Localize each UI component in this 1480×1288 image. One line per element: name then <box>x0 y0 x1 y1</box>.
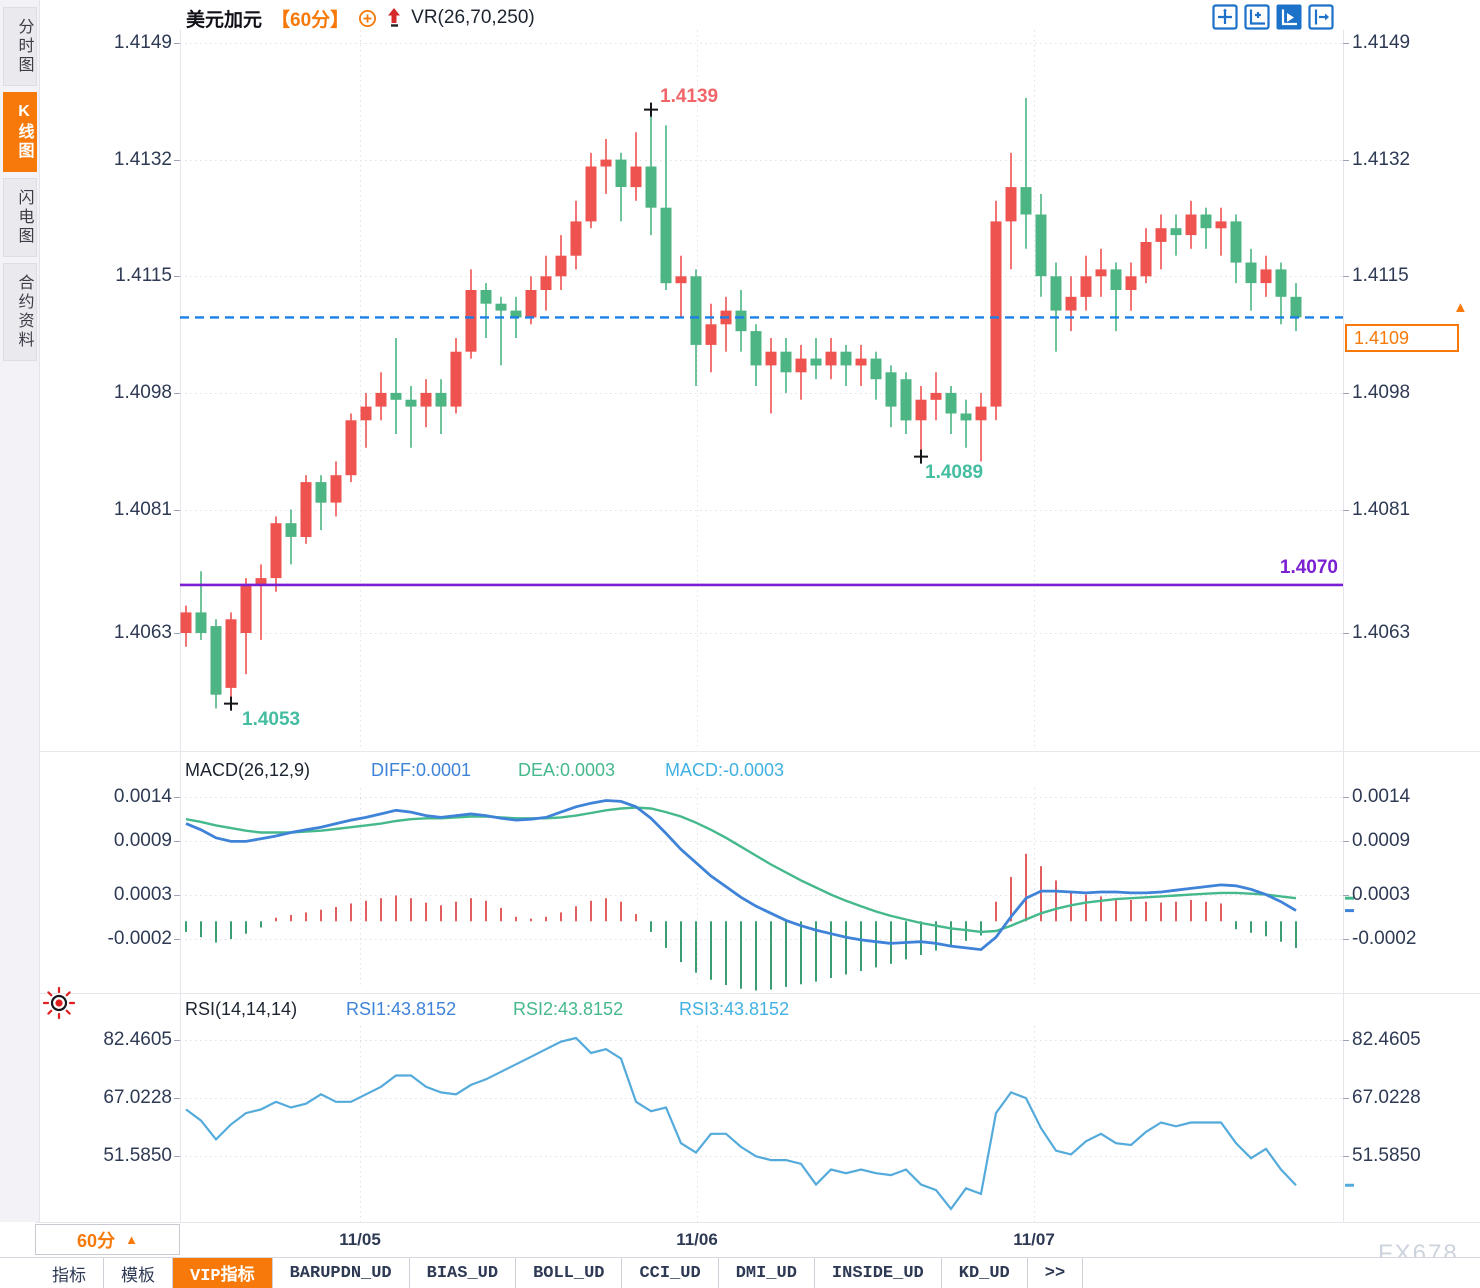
y-axis-label: 67.0228 <box>1352 1086 1421 1108</box>
y-axis-label: 51.5850 <box>103 1144 172 1166</box>
panel-separator <box>35 993 1480 994</box>
high-price-annotation: 1.4139 <box>660 86 719 107</box>
symbol-title: 美元加元 <box>186 9 263 31</box>
price-marker-cross <box>644 102 658 117</box>
rsi1-value: RSI1:43.8152 <box>346 999 457 1019</box>
sidebar-item-闪电图[interactable]: 闪电图 <box>2 178 37 257</box>
timeframe-selector[interactable]: 60分 ▲ <box>35 1224 180 1255</box>
sidebar-item-K线图[interactable]: K线图 <box>2 92 37 172</box>
macd-histogram <box>185 853 1297 991</box>
timeframe-badge: 【60分】 <box>271 9 350 31</box>
price-marker-cross <box>224 696 238 711</box>
tab->>[interactable]: >> <box>1028 1258 1084 1288</box>
rsi2-value: RSI2:43.8152 <box>513 999 624 1019</box>
y-axis-label: 51.5850 <box>1352 1144 1421 1166</box>
y-axis-label: -0.0002 <box>1352 927 1417 949</box>
macd-dea-value: DEA:0.0003 <box>518 760 616 780</box>
panel-separator <box>35 751 1480 752</box>
rsi-line <box>185 1036 1297 1211</box>
y-axis-label: 1.4098 <box>1352 381 1411 403</box>
tab-BOLL_UD[interactable]: BOLL_UD <box>516 1258 623 1288</box>
y-axis-label: 0.0014 <box>113 785 172 807</box>
y-axis-label: 1.4081 <box>113 498 172 520</box>
dropdown-arrow-icon: ▲ <box>125 1232 138 1247</box>
circle-plus-icon[interactable] <box>358 9 377 28</box>
x-axis-date: 11/06 <box>676 1230 718 1249</box>
tab-CCI_UD[interactable]: CCI_UD <box>622 1258 719 1288</box>
panel-separator <box>35 1222 1480 1223</box>
tab-指标[interactable]: 指标 <box>35 1258 104 1288</box>
tab-INSIDE_UD[interactable]: INSIDE_UD <box>815 1258 942 1288</box>
y-axis-label: 1.4132 <box>1352 148 1411 170</box>
y-axis-label: 0.0003 <box>1352 883 1411 905</box>
chart-header: 美元加元 【60分】 VR(26,70,250) <box>186 5 535 31</box>
macd-title: MACD(26,12,9) <box>185 760 311 780</box>
axis-play-icon[interactable] <box>1276 4 1302 30</box>
y-axis-label: 1.4063 <box>113 621 172 643</box>
y-axis-label: 1.4081 <box>1352 498 1411 520</box>
x-axis-date: 11/05 <box>339 1230 381 1249</box>
macd-diff-value: DIFF:0.0001 <box>371 760 472 780</box>
y-axis-label: 1.4149 <box>1352 31 1411 53</box>
macd-diff-line <box>185 799 1297 952</box>
buy-arrow-icon <box>386 7 402 29</box>
tab-BIAS_UD[interactable]: BIAS_UD <box>410 1258 517 1288</box>
y-axis-label: 82.4605 <box>103 1028 172 1050</box>
rsi-title: RSI(14,14,14) <box>185 999 298 1019</box>
y-axis-label: 1.4132 <box>113 148 172 170</box>
tab-VIP指标[interactable]: VIP指标 <box>173 1258 273 1288</box>
tab-KD_UD[interactable]: KD_UD <box>942 1258 1028 1288</box>
y-axis-label: 0.0003 <box>113 883 172 905</box>
y-axis-label: 0.0009 <box>113 829 172 851</box>
current-price-tag: 1.4109 <box>1345 324 1459 352</box>
low-price-annotation: 1.4053 <box>242 709 301 730</box>
price-marker-cross <box>914 449 928 464</box>
rsi3-value: RSI3:43.8152 <box>679 999 790 1019</box>
hot-indicator-icon <box>42 986 76 1025</box>
y-axis-label: 1.4149 <box>113 31 172 53</box>
swing-low-annotation: 1.4089 <box>925 462 984 483</box>
y-axis-label: 1.4063 <box>1352 621 1411 643</box>
candlestick-series <box>180 97 1302 709</box>
sidebar: 分时图 K线图闪电图合约资料 <box>0 0 40 1222</box>
collapse-panel-icon[interactable] <box>1308 4 1334 30</box>
indicator-tab-bar: 指标 模板 VIP指标 BARUPDN_UD BIAS_UD BOLL_UD CCI_UD D… <box>0 1257 1480 1288</box>
overlay-indicator-label: VR(26,70,250) <box>411 7 535 28</box>
tab-模板[interactable]: 模板 <box>104 1258 173 1288</box>
macd-dea-line <box>185 806 1297 934</box>
y-axis-label: 1.4115 <box>115 264 172 286</box>
pan-crosshair-icon[interactable] <box>1212 4 1238 30</box>
support-line-label: 1.4070 <box>1279 557 1338 578</box>
y-axis-label: -0.0002 <box>107 927 172 949</box>
y-axis-label: 67.0228 <box>103 1086 172 1108</box>
macd-hist-value: MACD:-0.0003 <box>665 760 785 780</box>
chart-toolbar <box>1212 4 1334 30</box>
tab-DMI_UD[interactable]: DMI_UD <box>719 1258 815 1288</box>
sidebar-item-合约资料[interactable]: 合约资料 <box>2 263 37 361</box>
sidebar-item-分时图[interactable]: 分时图 <box>2 7 37 86</box>
x-axis-date: 11/07 <box>1013 1230 1055 1249</box>
price-up-arrow-icon: ▲ <box>1453 299 1468 316</box>
tab-BARUPDN_UD[interactable]: BARUPDN_UD <box>273 1258 410 1288</box>
y-axis-label: 0.0014 <box>1352 785 1411 807</box>
y-axis-label: 1.4098 <box>113 381 172 403</box>
axis-add-icon[interactable] <box>1244 4 1270 30</box>
y-axis-label: 82.4605 <box>1352 1028 1421 1050</box>
y-axis-label: 1.4115 <box>1352 264 1409 286</box>
timeframe-label: 60分 <box>77 1230 116 1251</box>
y-axis-label: 0.0009 <box>1352 829 1411 851</box>
